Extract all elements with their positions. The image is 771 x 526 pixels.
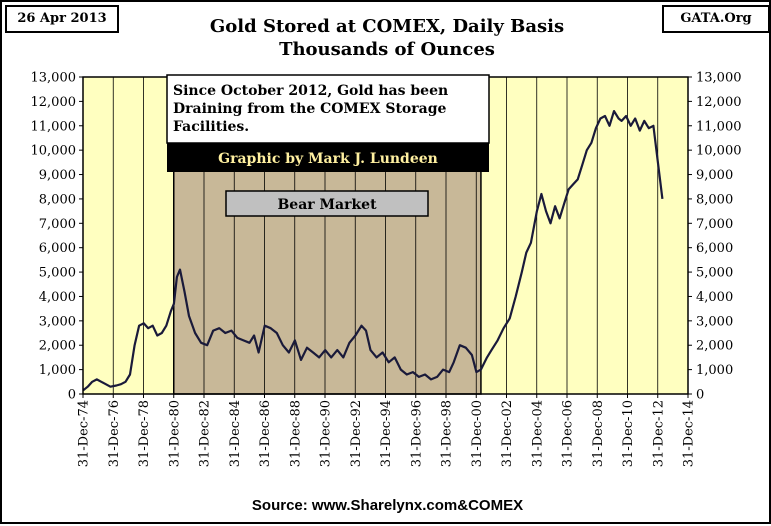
x-tick-label: 31-Dec-10	[621, 400, 636, 467]
bear-market-label-box	[225, 190, 429, 217]
x-tick-label: 31-Dec-76	[107, 400, 122, 467]
x-tick-label: 31-Dec-90	[319, 400, 334, 467]
x-tick-label: 31-Dec-88	[288, 400, 303, 467]
brand-label: GATA.Org	[662, 5, 770, 33]
x-tick-label: 31-Dec-06	[561, 400, 576, 467]
x-tick-label: 31-Dec-74	[77, 400, 92, 467]
x-tick-label: 31-Dec-12	[651, 400, 666, 467]
x-tick-label: 31-Dec-00	[470, 400, 485, 467]
note-line-1: Since October 2012, Gold has been	[173, 83, 448, 99]
y-tick-label-right: 7,000	[696, 217, 733, 232]
y-tick-label-right: 13,000	[696, 71, 742, 86]
y-tick-label-right: 4,000	[696, 290, 733, 305]
x-axis: 31-Dec-74 31-Dec-76 31-Dec-78 31-Dec-80 31-D…	[77, 394, 697, 467]
y-tick-label-right: 2,000	[696, 339, 733, 354]
x-tick-label: 31-Dec-80	[167, 400, 182, 467]
y-tick-label-right: 6,000	[696, 241, 733, 256]
note-box	[166, 74, 490, 144]
y-tick-label-left: 13,000	[31, 71, 77, 86]
y-tick-label-right: 3,000	[696, 314, 733, 329]
y-tick-label-left: 0	[68, 388, 76, 403]
x-tick-label: 31-Dec-92	[349, 400, 364, 467]
credit-bar	[167, 143, 489, 172]
y-tick-label-left: 7,000	[39, 217, 76, 232]
x-tick-label: 31-Dec-98	[440, 400, 455, 467]
y-tick-label-right: 1,000	[696, 363, 733, 378]
y-tick-label-right: 8,000	[696, 192, 733, 207]
x-tick-label: 31-Dec-84	[228, 400, 243, 467]
y-tick-label-left: 6,000	[39, 241, 76, 256]
credit-text: Graphic by Mark J. Lundeen	[218, 151, 438, 167]
y-tick-label-left: 3,000	[39, 314, 76, 329]
x-tick-label: 31-Dec-14	[682, 400, 697, 467]
y-tick-label-right: 12,000	[696, 95, 742, 110]
y-tick-label-left: 9,000	[39, 168, 76, 183]
y-tick-label-left: 10,000	[31, 144, 77, 159]
bear-market-label: Bear Market	[277, 197, 377, 213]
y-axis-left: 0 1,000 2,000 3,000 4,000 5,000 6,000 7,000 8,00…	[31, 71, 83, 403]
date-label: 26 Apr 2013	[5, 5, 119, 33]
chart-subtitle: Thousands of Ounces	[279, 39, 495, 60]
y-tick-label-right: 0	[696, 388, 704, 403]
y-tick-label-left: 2,000	[39, 339, 76, 354]
x-tick-label: 31-Dec-94	[379, 400, 394, 467]
note-line-2: Draining from the COMEX Storage	[173, 101, 446, 117]
y-axis-right: 0 1,000 2,000 3,000 4,000 5,000 6,000 7,000 8,00…	[688, 71, 742, 403]
x-tick-label: 31-Dec-04	[530, 400, 545, 467]
y-tick-label-left: 12,000	[31, 95, 77, 110]
x-tick-label: 31-Dec-86	[258, 400, 273, 467]
x-tick-label: 31-Dec-96	[409, 400, 424, 467]
y-tick-label-left: 8,000	[39, 192, 76, 207]
y-tick-label-left: 11,000	[31, 119, 77, 134]
y-tick-label-left: 4,000	[39, 290, 76, 305]
y-tick-label-left: 5,000	[39, 266, 76, 281]
x-tick-label: 31-Dec-82	[198, 400, 213, 467]
x-tick-label: 31-Dec-78	[137, 400, 152, 467]
x-tick-label: 31-Dec-02	[500, 400, 515, 467]
y-tick-label-right: 9,000	[696, 168, 733, 183]
y-tick-label-right: 5,000	[696, 266, 733, 281]
note-line-3: Facilities.	[173, 119, 249, 135]
x-tick-label: 31-Dec-08	[591, 400, 606, 467]
y-tick-label-right: 11,000	[696, 119, 742, 134]
y-tick-label-right: 10,000	[696, 144, 742, 159]
source-note: Source: www.Sharelynx.com&COMEX	[251, 497, 524, 514]
chart-title: Gold Stored at COMEX, Daily Basis	[209, 16, 565, 37]
y-tick-label-left: 1,000	[39, 363, 76, 378]
gold-stock-line	[82, 110, 664, 392]
